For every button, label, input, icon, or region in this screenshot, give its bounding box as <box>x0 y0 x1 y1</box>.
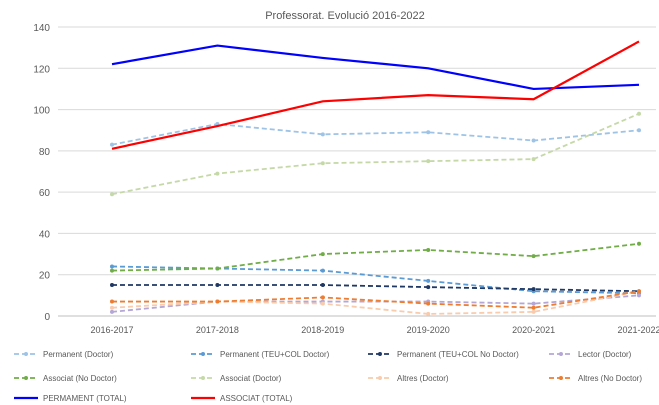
series-point <box>637 289 641 294</box>
series-point <box>531 254 536 259</box>
series-line <box>111 40 640 150</box>
series-point <box>637 111 641 116</box>
series-point <box>110 192 114 197</box>
series-line <box>111 242 640 272</box>
y-tick-label: 80 <box>39 147 51 158</box>
series-point <box>110 309 114 314</box>
x-tick-label: 2016-2017 <box>90 325 133 335</box>
series-point <box>110 264 114 269</box>
legend-label: Associat (Doctor) <box>220 374 282 383</box>
y-axis-tick-labels: 0 20 40 60 80 100 120 140 <box>33 23 50 323</box>
legend-label: Altres (No Doctor) <box>578 374 642 383</box>
legend-marker <box>24 352 28 356</box>
series-point <box>637 128 641 133</box>
legend-marker <box>201 376 205 380</box>
x-tick-label: 2020-2021 <box>512 325 555 335</box>
legend-label: Permanent (Doctor) <box>43 350 114 359</box>
series-line <box>111 294 640 313</box>
series-point <box>215 171 220 176</box>
series-point <box>215 266 220 271</box>
series-point <box>320 283 325 288</box>
legend: Permanent (Doctor) Permanent (TEU+COL Doc… <box>14 350 642 403</box>
y-tick-label: 20 <box>39 271 51 282</box>
series-point <box>320 295 325 300</box>
series-point <box>426 285 431 290</box>
series-line <box>112 290 640 309</box>
legend-label: ASSOCIAT (TOTAL) <box>220 394 293 403</box>
series-point <box>426 278 431 283</box>
series-point <box>531 309 536 314</box>
series-point <box>320 132 325 137</box>
series-point <box>215 283 220 288</box>
legend-marker <box>559 352 563 356</box>
series-point <box>637 293 641 298</box>
series-point <box>110 283 114 288</box>
series-point <box>215 299 220 304</box>
series-point <box>531 305 536 310</box>
y-tick-label: 60 <box>39 188 51 199</box>
series-point <box>426 311 431 316</box>
series-point <box>320 268 325 273</box>
y-tick-label: 0 <box>44 312 50 323</box>
series-point <box>320 301 325 306</box>
series-point <box>426 247 431 252</box>
series-point <box>531 287 536 292</box>
series-line <box>111 123 640 146</box>
series-point <box>110 142 114 147</box>
series-line <box>111 290 640 315</box>
x-tick-label: 2019-2020 <box>407 325 450 335</box>
series-point <box>426 130 431 135</box>
chart-title: Professorat. Evolució 2016-2022 <box>265 10 425 22</box>
series-point <box>531 138 536 143</box>
y-tick-label: 40 <box>39 229 51 240</box>
x-tick-label: 2017-2018 <box>196 325 239 335</box>
series-point <box>426 301 431 306</box>
legend-label: Associat (No Doctor) <box>43 374 117 383</box>
legend-marker <box>378 352 382 356</box>
legend-marker <box>24 376 28 380</box>
series-point <box>320 252 325 257</box>
series-point <box>110 268 114 273</box>
x-axis-tick-labels: 2016-2017 2017-2018 2018-2019 2019-2020 2020… <box>90 325 659 335</box>
y-tick-label: 120 <box>33 64 50 75</box>
legend-marker <box>201 352 205 356</box>
legend-label: PERMAMENT (TOTAL) <box>43 394 127 403</box>
series-point <box>110 305 114 310</box>
x-tick-label: 2018-2019 <box>301 325 344 335</box>
series-point <box>531 157 536 162</box>
y-tick-label: 100 <box>33 106 50 117</box>
legend-label: Lector (Doctor) <box>578 350 632 359</box>
series-point <box>320 161 325 166</box>
series-line <box>111 112 640 196</box>
series-point <box>637 241 641 246</box>
series-line <box>112 284 640 293</box>
legend-label: Permanent (TEU+COL Doctor) <box>220 350 330 359</box>
series-point <box>531 301 536 306</box>
legend-marker <box>378 376 382 380</box>
legend-label: Permanent (TEU+COL No Doctor) <box>397 350 519 359</box>
legend-label: Altres (Doctor) <box>397 374 449 383</box>
legend-marker <box>559 376 563 380</box>
series-lines <box>110 40 641 316</box>
y-tick-label: 140 <box>33 23 50 34</box>
x-tick-label: 2021-2022 <box>617 325 659 335</box>
gridlines <box>58 26 656 317</box>
series-line <box>111 44 640 91</box>
series-line <box>111 265 640 295</box>
series-point <box>110 299 114 304</box>
series-point <box>426 159 431 164</box>
